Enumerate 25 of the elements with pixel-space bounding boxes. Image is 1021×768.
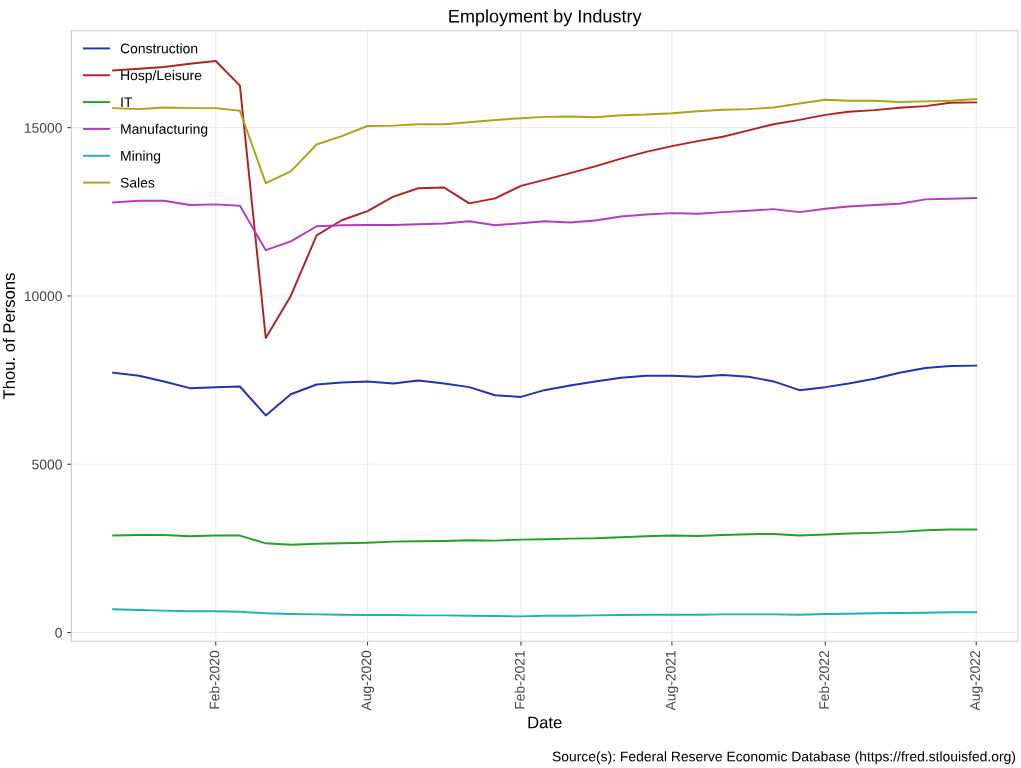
legend-label: Sales: [120, 177, 155, 188]
chart-title: Employment by Industry: [449, 9, 642, 27]
y-tick-label: 0: [55, 627, 62, 638]
x-tick-label: Aug-2021: [665, 650, 679, 711]
line-series: [112, 528, 978, 546]
x-tick-label: Aug-2020: [361, 650, 374, 711]
x-tick-label: Feb-2020: [209, 650, 220, 709]
legend-label: Hosp/Leisure: [121, 70, 202, 83]
line-series: [112, 608, 978, 618]
line-series: [112, 60, 978, 339]
legend-label: Mining: [121, 150, 161, 164]
y-tick-label: 10000: [24, 291, 62, 302]
x-tick-label: Aug-2022: [970, 651, 983, 711]
line-series: [112, 364, 978, 417]
legend-label: IT: [121, 97, 133, 107]
legend-label: Construction: [120, 43, 198, 54]
y-axis-title: Thou. of Persons: [2, 273, 15, 400]
x-tick-label: Feb-2022: [818, 651, 830, 709]
y-tick-label: 5000: [32, 459, 62, 470]
source-note: Source(s): Federal Reserve Economic Database (https://fred.stlouisfed.org): [552, 751, 1016, 765]
legend-label: Manufacturing: [121, 123, 208, 137]
x-axis-title: Date: [528, 716, 562, 729]
line-series: [112, 197, 978, 252]
x-tick-label: Feb-2021: [514, 650, 525, 709]
y-tick-label: 15000: [24, 122, 62, 133]
